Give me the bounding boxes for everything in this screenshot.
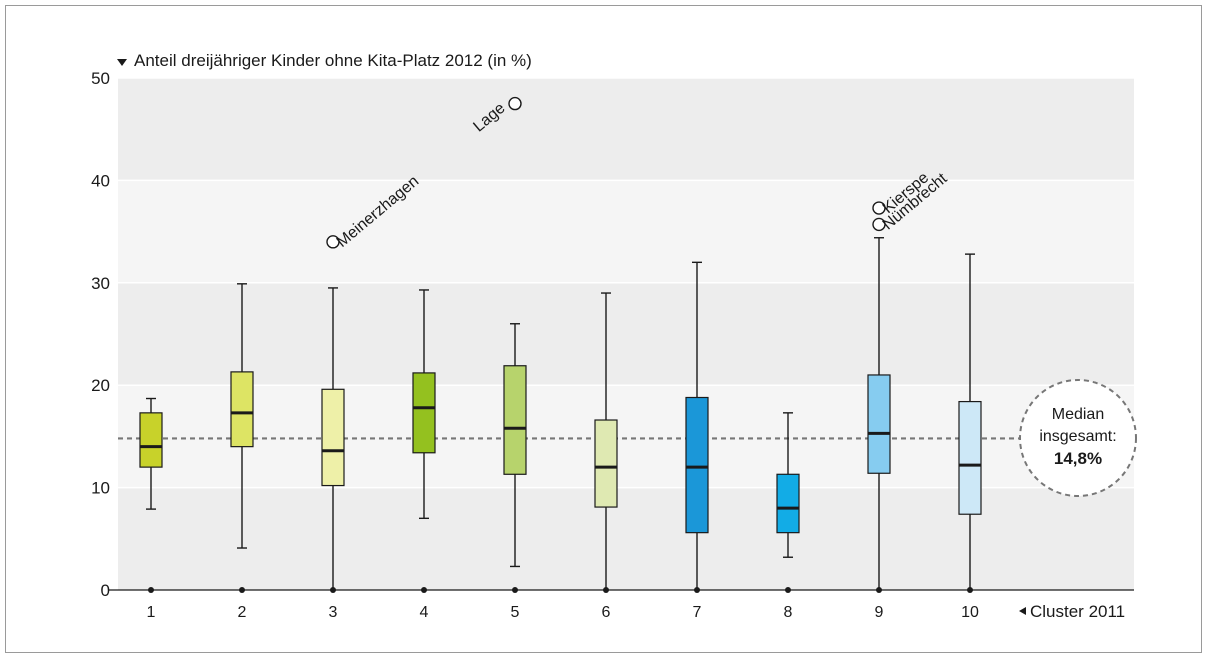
x-axis-dot	[603, 587, 609, 593]
x-tick-label: 7	[693, 604, 702, 621]
x-tick-label: 9	[875, 604, 884, 621]
grid-band	[118, 282, 1134, 386]
grid-band	[118, 78, 1134, 181]
box-cluster-8	[776, 412, 800, 558]
x-tick-label: 1	[147, 604, 156, 621]
y-tick-label: 40	[91, 171, 110, 190]
y-tick-label: 50	[91, 69, 110, 88]
x-axis-label: Cluster 2011	[1030, 602, 1125, 621]
caret-down-icon	[117, 59, 127, 66]
x-axis-dot	[694, 587, 700, 593]
box-iqr	[503, 365, 527, 475]
box-iqr	[321, 388, 345, 487]
x-axis-dot	[421, 587, 427, 593]
box-iqr	[958, 400, 982, 515]
x-tick-label: 6	[602, 604, 611, 621]
box-cluster-10	[958, 253, 982, 590]
x-axis-dot	[330, 587, 336, 593]
x-axis-dot	[239, 587, 245, 593]
box-iqr	[139, 412, 163, 468]
median-annotation-circle	[1019, 379, 1137, 497]
x-axis-dot	[512, 587, 518, 593]
y-tick-label: 10	[91, 479, 110, 498]
x-tick-label: 2	[238, 604, 247, 621]
median-annotation-line2: insgesamt:	[1039, 428, 1116, 445]
x-axis: 1 2 3 4 5 6 7 8 9 10	[147, 587, 979, 621]
outlier-marker	[508, 96, 522, 111]
caret-left-icon	[1019, 607, 1026, 615]
box-cluster-4	[412, 289, 436, 520]
box-cluster-3	[321, 287, 345, 590]
outlier-marker	[872, 217, 886, 232]
box-iqr	[867, 374, 891, 474]
grid-band	[118, 180, 1134, 283]
median-annotation-line1: Median	[1052, 406, 1104, 423]
outlier-marker	[326, 235, 340, 249]
outlier-marker	[872, 201, 886, 215]
box-iqr	[412, 372, 436, 454]
box-iqr	[594, 419, 618, 508]
x-tick-label: 8	[784, 604, 793, 621]
box-cluster-6	[594, 292, 618, 590]
box-series	[139, 237, 982, 590]
y-tick-label: 30	[91, 274, 110, 293]
x-axis-dot	[148, 587, 154, 593]
box-cluster-2	[230, 283, 254, 549]
y-axis: 0 10 20 30 40 50	[91, 69, 110, 600]
x-axis-dot	[967, 587, 973, 593]
x-axis-dot	[876, 587, 882, 593]
y-axis-label: Anteil dreijähriger Kinder ohne Kita-Pla…	[134, 51, 532, 70]
box-cluster-9	[867, 237, 891, 590]
box-iqr	[776, 473, 800, 534]
x-tick-label: 10	[961, 604, 979, 621]
background-bands	[108, 77, 1134, 591]
y-axis-title: Anteil dreijähriger Kinder ohne Kita-Pla…	[117, 51, 532, 70]
box-cluster-7	[685, 261, 709, 590]
median-annotation-value: 14,8%	[1054, 449, 1102, 468]
box-cluster-5	[503, 323, 527, 568]
y-tick-label: 0	[101, 581, 110, 600]
box-iqr	[685, 396, 709, 534]
x-tick-label: 3	[329, 604, 338, 621]
x-tick-label: 4	[420, 604, 429, 621]
box-cluster-1	[139, 397, 163, 510]
y-tick-label: 20	[91, 376, 110, 395]
chart-frame	[5, 5, 1202, 653]
x-axis-title: Cluster 2011	[1019, 602, 1125, 621]
median-annotation: Median insgesamt: 14,8%	[1019, 379, 1137, 497]
box-iqr	[230, 371, 254, 448]
x-axis-dot	[785, 587, 791, 593]
x-tick-label: 5	[511, 604, 520, 621]
